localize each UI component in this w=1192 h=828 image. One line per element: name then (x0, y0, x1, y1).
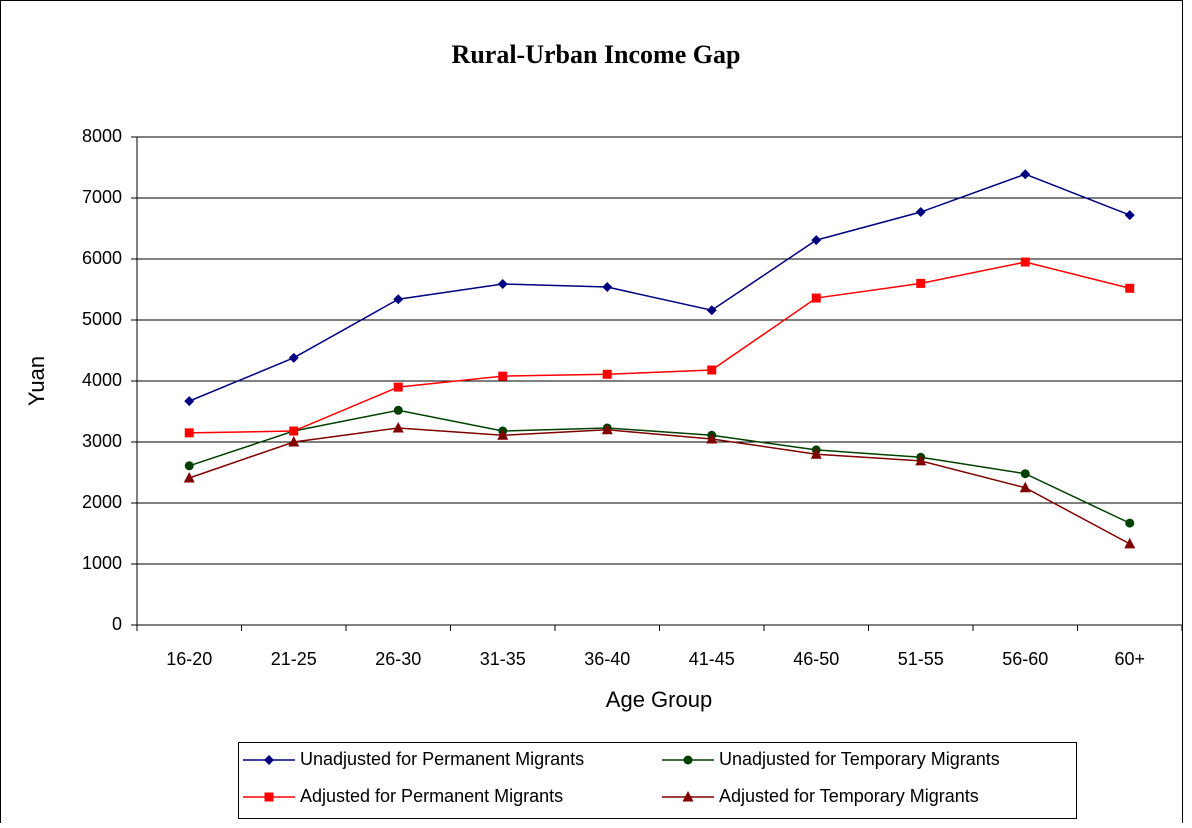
x-axis-label: Age Group (606, 687, 712, 712)
x-tick-label: 46-50 (793, 649, 839, 669)
legend-label: Adjusted for Permanent Migrants (300, 786, 563, 806)
x-tick-label: 51-55 (898, 649, 944, 669)
marker (682, 791, 694, 802)
y-tick-label: 2000 (82, 492, 122, 512)
marker (1125, 518, 1135, 528)
marker (1020, 169, 1031, 180)
marker (915, 207, 926, 218)
series-line (189, 427, 1131, 545)
y-tick-label: 6000 (82, 248, 122, 268)
marker (288, 436, 300, 447)
x-tick-label: 26-30 (375, 649, 421, 669)
x-tick-label: 56-60 (1002, 649, 1048, 669)
marker (1124, 210, 1135, 221)
y-tick-label: 8000 (82, 126, 122, 146)
legend-label: Unadjusted for Permanent Migrants (300, 749, 584, 769)
marker (184, 428, 194, 438)
x-tick-label: 16-20 (166, 649, 212, 669)
marker (183, 471, 195, 483)
marker (706, 432, 718, 444)
marker (498, 371, 508, 381)
marker (915, 454, 927, 466)
y-tick-label: 4000 (82, 370, 122, 390)
marker (264, 755, 274, 765)
marker (497, 279, 508, 290)
x-tick-label: 60+ (1114, 649, 1145, 669)
y-tick-label: 7000 (82, 187, 122, 207)
series-line (189, 261, 1130, 434)
marker (393, 382, 403, 392)
marker (1020, 257, 1030, 267)
marker (1020, 469, 1030, 479)
y-tick-label: 3000 (82, 431, 122, 451)
legend-label: Unadjusted for Temporary Migrants (719, 749, 1000, 769)
marker (916, 278, 926, 288)
marker (683, 755, 693, 765)
marker (602, 369, 612, 379)
marker (707, 365, 717, 375)
marker (602, 282, 613, 293)
marker (264, 792, 274, 802)
marker (288, 352, 299, 363)
marker (392, 421, 404, 433)
x-tick-label: 31-35 (480, 649, 526, 669)
marker (1125, 283, 1135, 293)
y-tick-label: 1000 (82, 553, 122, 573)
marker (601, 423, 613, 435)
marker (184, 461, 194, 471)
marker (811, 293, 821, 303)
x-tick-label: 41-45 (689, 649, 735, 669)
series-line (188, 173, 1131, 402)
y-tick-label: 5000 (82, 309, 122, 329)
marker (497, 429, 509, 440)
marker (811, 235, 822, 246)
marker (184, 396, 195, 407)
chart-title: Rural-Urban Income Gap (452, 40, 741, 69)
marker (706, 305, 717, 316)
y-axis-label: Yuan (24, 356, 49, 406)
marker (1019, 481, 1031, 493)
marker (1124, 537, 1136, 549)
series-line (189, 409, 1131, 524)
marker (393, 405, 403, 415)
legend-label: Adjusted for Temporary Migrants (719, 786, 979, 806)
x-tick-label: 36-40 (584, 649, 630, 669)
y-tick-label: 0 (112, 614, 122, 634)
marker (393, 294, 404, 305)
x-tick-label: 21-25 (271, 649, 317, 669)
marker (289, 426, 299, 436)
legend-box (238, 742, 1077, 819)
marker (810, 448, 822, 459)
